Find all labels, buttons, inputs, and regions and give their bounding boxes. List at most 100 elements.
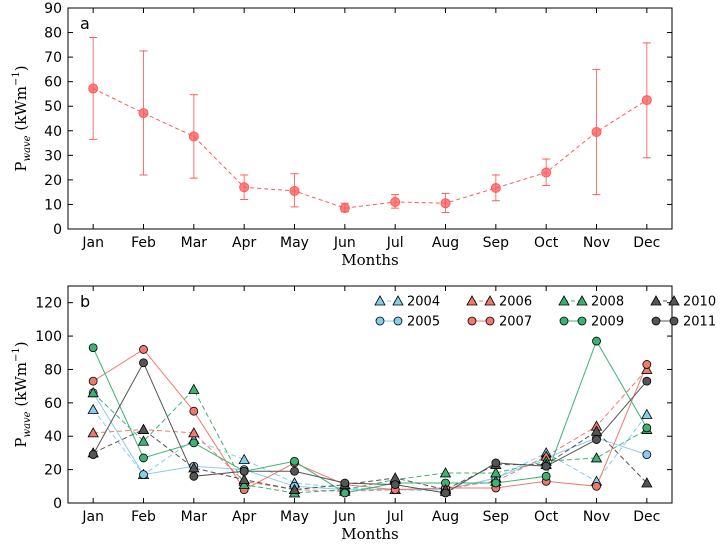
panel-b-point-2009-2 bbox=[189, 438, 199, 448]
panel-a-point-11 bbox=[641, 95, 652, 106]
panel-b-legend-marker-end-2004 bbox=[392, 295, 404, 306]
a-x-tick-label-1: Feb bbox=[131, 235, 156, 251]
panel-b-point-2006-0 bbox=[87, 427, 99, 438]
b-x-tick-label-7: Aug bbox=[432, 509, 459, 525]
panel-a-x-ticks: Jan Feb Mar Apr May Jun Jul Aug Sep Oct Nov Dec bbox=[81, 8, 660, 251]
b-x-tick-label-8: Sep bbox=[483, 509, 510, 525]
panel-b-point-2009-4 bbox=[290, 456, 299, 466]
panel-b-legend-item-2009: 2009 bbox=[559, 315, 624, 330]
panel-a-point-7 bbox=[440, 198, 451, 209]
panel-b-x-axis-label: Months bbox=[341, 525, 398, 543]
panel-b-point-2009-5 bbox=[340, 488, 350, 498]
panel-b-point-2009-9 bbox=[541, 471, 551, 481]
b-x-tick-label-6: Jul bbox=[386, 509, 404, 525]
a-x-tick-label-6: Jul bbox=[386, 235, 404, 251]
panel-b-point-2008-10 bbox=[590, 452, 603, 463]
panel-b-y-ticks: 0 20 40 60 80 100 120 bbox=[35, 296, 672, 512]
panel-a-point-4 bbox=[289, 185, 300, 196]
panel-b-point-2004-11 bbox=[641, 408, 653, 419]
b-x-tick-label-0: Jan bbox=[81, 509, 104, 525]
panel-b-point-2011-8 bbox=[491, 458, 501, 468]
panel-b-point-2011-4 bbox=[290, 466, 299, 476]
a-x-tick-label-7: Aug bbox=[432, 235, 459, 251]
panel-b-series-line-2010 bbox=[92, 428, 648, 491]
a-y-tick-label-6: 60 bbox=[44, 75, 62, 91]
panel-b-point-2009-11 bbox=[642, 423, 652, 433]
b-y-tick-label-6: 120 bbox=[35, 296, 62, 312]
panel-b-axes-frame bbox=[67, 285, 673, 504]
panel-b-legend-label-2004: 2004 bbox=[407, 295, 440, 310]
b-x-tick-label-2: Mar bbox=[181, 509, 208, 525]
panel-b-series-line-2008 bbox=[92, 388, 648, 494]
panel-a-point-9 bbox=[541, 167, 552, 178]
a-x-tick-label-5: Jun bbox=[333, 235, 356, 251]
panel-b-point-2010-1 bbox=[137, 423, 150, 434]
panel-b-chart: 0 20 40 60 80 100 120 Jan Feb Mar Apr May Jun Jul Aug… bbox=[11, 285, 716, 543]
a-x-tick-label-0: Jan bbox=[81, 235, 104, 251]
a-y-tick-label-3: 30 bbox=[44, 148, 62, 164]
panel-b-point-2010-11 bbox=[641, 477, 653, 488]
panel-b-series-line-2006 bbox=[93, 369, 648, 492]
panel-b-legend-item-2005: 2005 bbox=[375, 315, 440, 330]
panel-b-point-2011-2 bbox=[189, 471, 199, 481]
panel-b-point-2004-0 bbox=[87, 403, 99, 414]
panel-b-x-ticks: Jan Feb Mar Apr May Jun Jul Aug Sep Oct Nov Dec bbox=[81, 286, 660, 525]
panel-a-point-2 bbox=[188, 131, 199, 142]
b-x-tick-label-4: May bbox=[280, 509, 309, 525]
panel-b-point-2006-2 bbox=[188, 427, 200, 438]
panel-b-point-2009-8 bbox=[491, 478, 501, 488]
b-x-tick-label-9: Oct bbox=[534, 509, 559, 525]
panel-a-point-3 bbox=[239, 182, 250, 193]
b-x-tick-label-1: Feb bbox=[131, 509, 156, 525]
panel-b-legend-marker-start-2010 bbox=[650, 295, 662, 306]
panel-b-point-2006-11 bbox=[641, 363, 653, 374]
panel-a-point-8 bbox=[490, 182, 501, 193]
panel-b-point-2011-11 bbox=[642, 376, 652, 386]
panel-b-point-2009-10 bbox=[592, 336, 601, 346]
panel-b-point-2008-3 bbox=[238, 478, 250, 490]
panel-b-point-2011-5 bbox=[340, 478, 350, 488]
b-y-tick-label-2: 40 bbox=[44, 429, 62, 445]
panel-b-point-2011-9 bbox=[541, 461, 551, 471]
panel-b-point-2007-2 bbox=[189, 406, 199, 416]
a-x-tick-label-8: Sep bbox=[483, 235, 510, 251]
panel-b-legend-marker-end-2008 bbox=[576, 295, 588, 306]
panel-b-legend-label-2009: 2009 bbox=[591, 315, 624, 330]
panel-a-series-line bbox=[92, 88, 648, 209]
a-x-tick-label-4: May bbox=[280, 235, 309, 251]
b-y-tick-label-3: 60 bbox=[44, 396, 62, 412]
panel-a-point-0 bbox=[88, 83, 99, 94]
panel-b-point-2008-2 bbox=[188, 383, 200, 394]
panel-b-legend-item-2007: 2007 bbox=[467, 315, 532, 330]
a-x-tick-label-2: Mar bbox=[181, 235, 208, 251]
panel-b-point-2010-3 bbox=[238, 473, 250, 485]
panel-b-legend-marker-end-2010 bbox=[668, 295, 680, 306]
panel-b-series-line-2009 bbox=[92, 339, 648, 494]
panel-b-point-2011-6 bbox=[390, 480, 400, 490]
panel-b-series-line-2007 bbox=[92, 348, 648, 491]
panel-a-x-axis-label: Months bbox=[341, 251, 398, 269]
panel-b-legend-label-2005: 2005 bbox=[407, 315, 440, 330]
panel-b-legend-marker-start-2008 bbox=[558, 295, 570, 306]
panel-b-legend-marker-start-2006 bbox=[466, 295, 478, 306]
b-y-tick-label-5: 100 bbox=[35, 329, 62, 345]
panel-a-label: a bbox=[80, 14, 90, 33]
panel-b-point-2011-10 bbox=[592, 435, 601, 444]
panel-b-legend-marker-start-2007 bbox=[467, 316, 477, 326]
b-y-tick-label-1: 20 bbox=[44, 463, 62, 479]
panel-b-legend-marker-start-2011 bbox=[651, 316, 661, 326]
panel-b-point-2010-4 bbox=[288, 483, 301, 495]
panel-b-legend-label-2010: 2010 bbox=[683, 295, 716, 310]
panel-b-legend-item-2006: 2006 bbox=[466, 295, 532, 310]
panel-b-series-line-2011 bbox=[92, 361, 648, 494]
b-x-tick-label-5: Jun bbox=[333, 509, 356, 525]
panel-a-y-ticks: 0 10 20 30 40 50 60 70 80 90 bbox=[44, 1, 672, 238]
a-y-tick-label-2: 20 bbox=[44, 173, 62, 189]
a-y-tick-label-9: 90 bbox=[44, 1, 62, 17]
panel-b-legend-marker-end-2006 bbox=[484, 295, 496, 306]
panel-b-point-2007-1 bbox=[139, 345, 148, 354]
a-y-tick-label-4: 40 bbox=[44, 124, 62, 140]
a-x-tick-label-9: Oct bbox=[534, 235, 559, 251]
panel-b-point-2011-7 bbox=[441, 488, 450, 498]
